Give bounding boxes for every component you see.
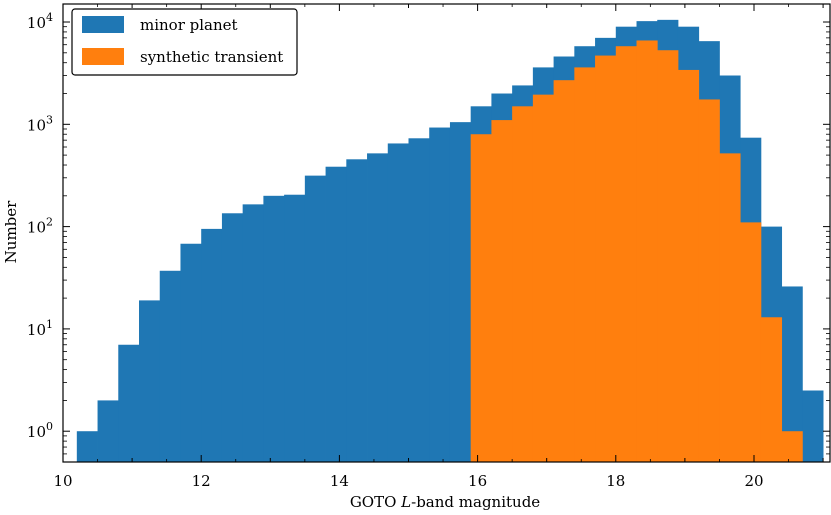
- minor-planet-bar: [781, 286, 803, 462]
- minor-planet-bar: [387, 143, 409, 462]
- synthetic-transient-bar: [740, 222, 762, 462]
- synthetic-transient-bar: [553, 80, 575, 463]
- minor-planet-bar: [221, 213, 244, 462]
- legend: minor planet synthetic transient: [71, 8, 298, 76]
- x-tick-label: 14: [330, 472, 349, 490]
- legend-box: [71, 8, 298, 76]
- minor-planet-bar: [76, 431, 98, 462]
- legend-swatch-synthetic-transient: [82, 48, 124, 65]
- synthetic-transient-bar: [470, 134, 492, 463]
- minor-planet-bar: [159, 270, 181, 462]
- synthetic-transient-bar: [760, 317, 783, 462]
- minor-planet-bar: [139, 300, 161, 462]
- axis-ticks: [62, 4, 830, 463]
- synthetic-transient-bar: [595, 55, 617, 463]
- minor-planet-bar: [346, 159, 368, 463]
- y-tick-label: 104: [27, 11, 53, 32]
- x-tick-label: 20: [744, 472, 763, 490]
- y-tick-label: 103: [27, 113, 53, 134]
- minor-planet-bar: [408, 138, 430, 463]
- synthetic-transient-bar: [719, 153, 741, 463]
- x-tick-labels: 10 12 14 16 18 20: [53, 472, 763, 490]
- minor-planet-bar: [367, 153, 389, 463]
- synthetic-transient-bar: [532, 94, 554, 462]
- synthetic-transient-bar: [698, 99, 720, 462]
- synthetic-transient-bars: [470, 40, 803, 463]
- legend-label-minor-planet: minor planet: [140, 16, 238, 34]
- synthetic-transient-bar: [512, 106, 534, 463]
- minor-planet-bar: [449, 122, 472, 462]
- minor-planet-bar: [263, 195, 285, 462]
- minor-planet-bar: [118, 344, 140, 462]
- synthetic-transient-bar: [615, 46, 637, 463]
- x-axis-label: GOTO L-band magnitude: [350, 493, 540, 511]
- minor-planet-bar: [429, 127, 451, 462]
- synthetic-transient-bar: [574, 67, 596, 463]
- x-tick-label: 10: [53, 472, 72, 490]
- synthetic-transient-bar: [491, 120, 513, 462]
- minor-planet-bar: [180, 243, 202, 462]
- minor-planet-bar: [802, 390, 824, 462]
- plot-frame: [62, 3, 831, 463]
- minor-planet-bar: [97, 400, 119, 462]
- y-tick-labels: 100 101 102 103 104: [27, 11, 53, 441]
- x-tick-label: 16: [468, 472, 487, 490]
- x-tick-label: 18: [606, 472, 625, 490]
- minor-planet-bar: [325, 166, 347, 462]
- y-tick-label: 101: [27, 318, 53, 339]
- y-tick-label: 100: [27, 420, 53, 441]
- minor-planet-bar: [284, 194, 306, 462]
- synthetic-transient-bar: [781, 431, 803, 462]
- minor-planet-bar: [201, 228, 223, 462]
- minor-planet-bar: [242, 204, 264, 463]
- legend-label-synthetic-transient: synthetic transient: [140, 48, 283, 66]
- synthetic-transient-bar: [657, 50, 679, 462]
- y-tick-label: 102: [27, 216, 53, 237]
- minor-planet-bar: [304, 175, 326, 462]
- synthetic-transient-bar: [636, 40, 658, 462]
- y-axis-label: Number: [2, 200, 20, 263]
- x-tick-label: 12: [192, 472, 211, 490]
- synthetic-transient-bar: [677, 69, 700, 462]
- legend-swatch-minor-planet: [82, 16, 124, 33]
